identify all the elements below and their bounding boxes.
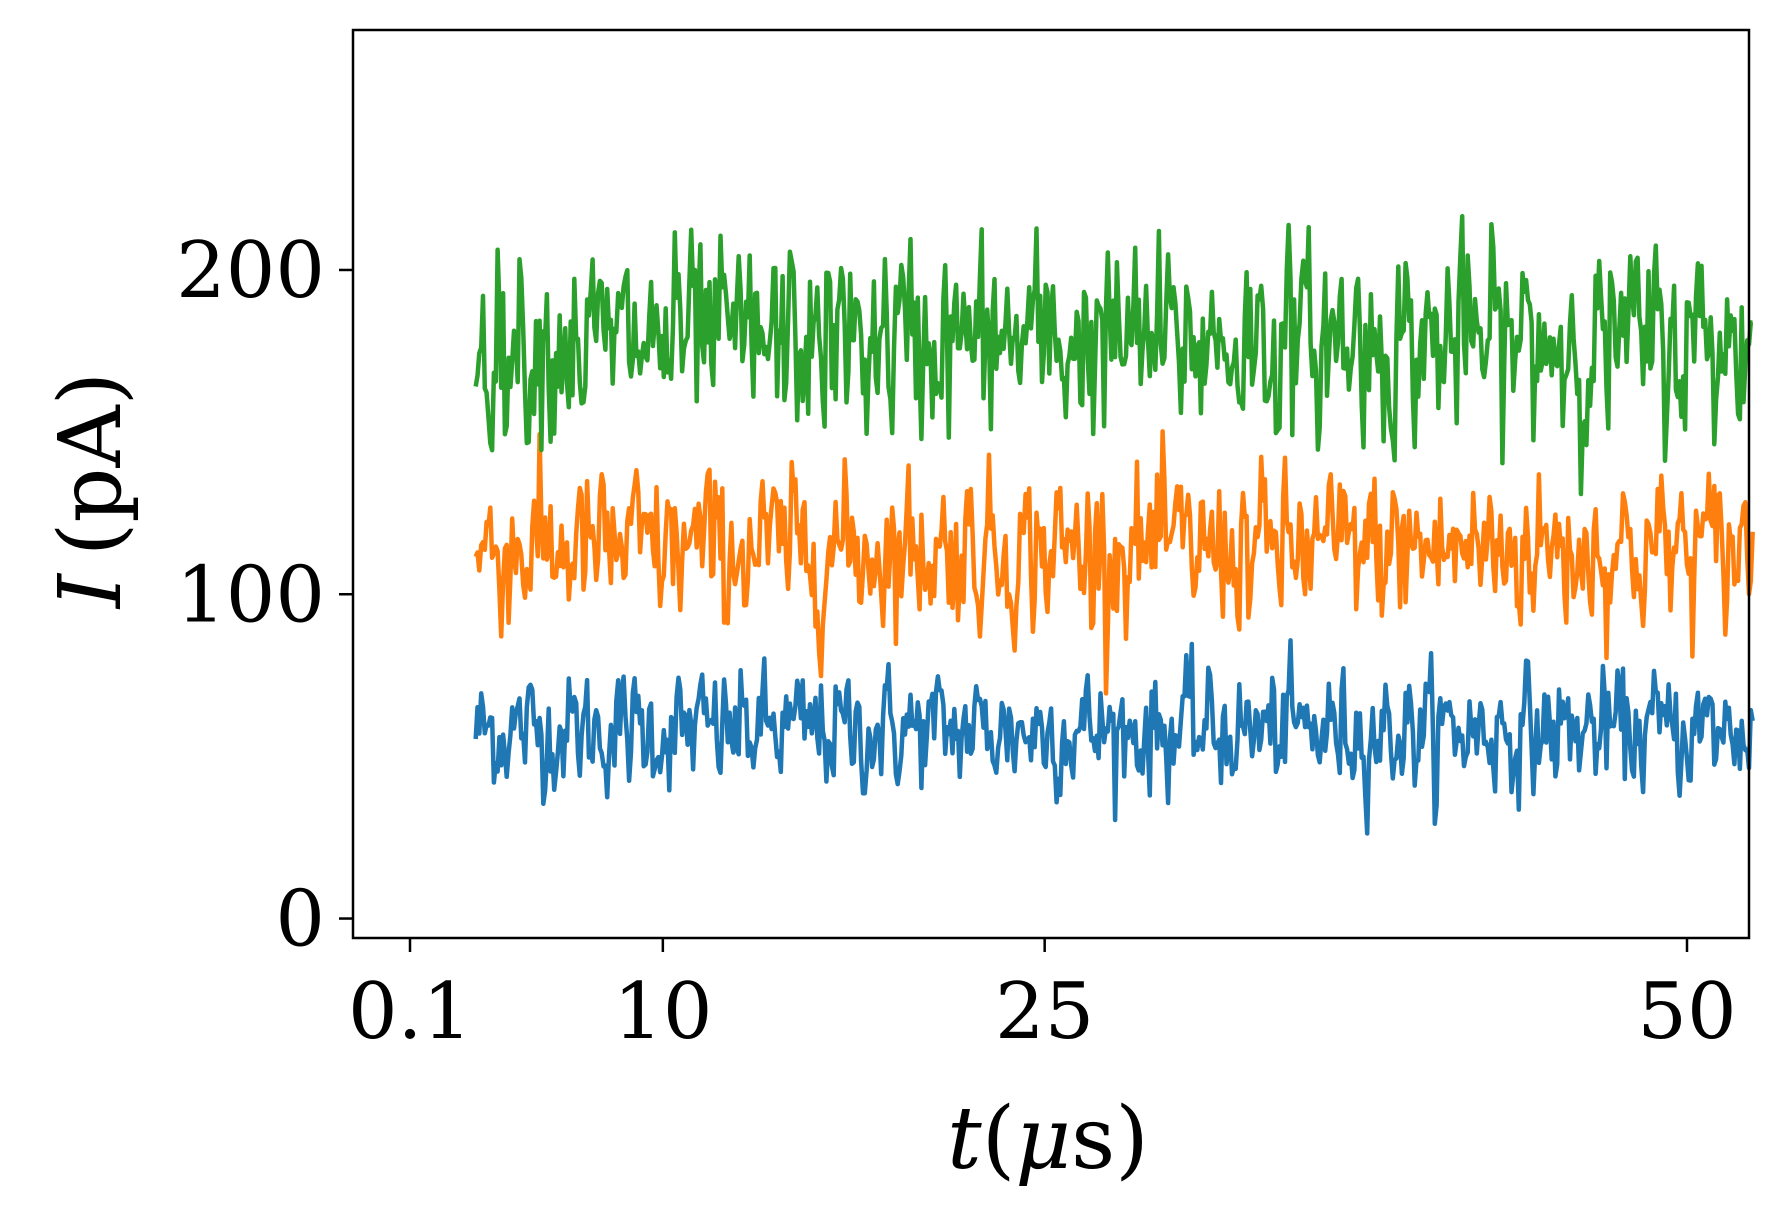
x-axis-label: t(μs) <box>947 1089 1149 1189</box>
y-tick-label: 200 <box>176 226 325 316</box>
x-tick-label: 25 <box>995 967 1094 1057</box>
series-line-3 <box>473 214 1754 497</box>
y-tick-label: 100 <box>176 550 325 640</box>
y-tick-label: 0 <box>275 875 325 965</box>
plot-frame <box>351 28 1751 940</box>
x-tick-label: 50 <box>1637 967 1736 1057</box>
y-axis-label: I(pA) <box>41 372 141 610</box>
x-tick-label: 0.1 <box>348 967 472 1057</box>
series-line-1 <box>473 638 1755 836</box>
x-tick-label: 10 <box>613 967 712 1057</box>
series-line-2 <box>473 429 1755 696</box>
y-axis-ticks: 0 100 200 <box>176 226 353 965</box>
series-layer <box>473 214 1755 836</box>
x-axis-ticks: 0.1 10 25 50 <box>348 938 1737 1057</box>
